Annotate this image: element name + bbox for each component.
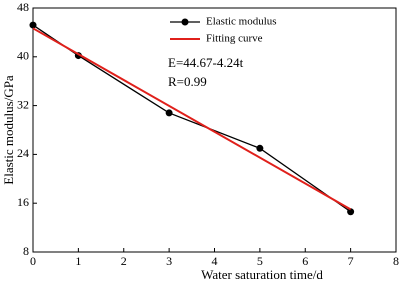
x-tick-label: 6 (302, 254, 308, 268)
x-tick-label: 8 (393, 254, 399, 268)
annotation: E=44.67-4.24t (168, 55, 244, 70)
y-tick-label: 16 (17, 195, 29, 209)
y-axis-title: Elastic modulus/GPa (1, 75, 16, 185)
x-tick-label: 1 (75, 254, 81, 268)
marker (165, 109, 173, 117)
x-tick-label: 7 (348, 254, 354, 268)
y-tick-label: 40 (17, 49, 29, 63)
legend-label: Fitting curve (206, 33, 263, 45)
legend-marker (181, 18, 189, 26)
y-tick-label: 32 (17, 97, 29, 111)
x-axis-title: Water saturation time/d (201, 267, 323, 282)
annotation: R=0.99 (168, 74, 207, 89)
x-tick-label: 0 (30, 254, 36, 268)
x-tick-label: 4 (212, 254, 218, 268)
y-tick-label: 48 (17, 0, 29, 14)
x-tick-label: 2 (121, 254, 127, 268)
marker (347, 208, 355, 216)
legend-label: Elastic modulus (206, 16, 277, 28)
x-tick-label: 3 (166, 254, 172, 268)
y-tick-label: 8 (23, 244, 29, 258)
x-tick-label: 5 (257, 254, 263, 268)
series-line (32, 27, 352, 211)
y-tick-label: 24 (17, 146, 29, 160)
marker (256, 144, 264, 152)
marker (29, 21, 37, 29)
